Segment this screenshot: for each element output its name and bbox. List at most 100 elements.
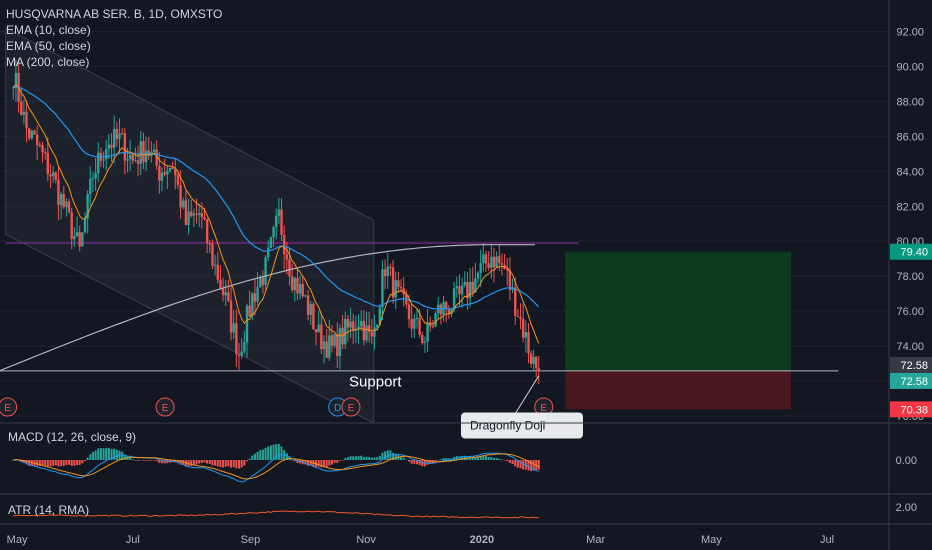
price-tick-label: 86.00 [896,131,924,143]
macd-histogram-bar [99,448,102,460]
candle-body [537,368,540,371]
candle-body [383,269,387,277]
long-position-target-zone[interactable] [565,251,792,371]
candle-body [301,284,304,297]
candle-body [484,254,488,264]
candle-body [386,266,389,277]
candle-body [479,262,482,273]
candle-body [28,128,31,139]
macd-histogram-bar [12,460,15,461]
candle-body [325,341,328,358]
candle-body [251,293,254,317]
macd-histogram-bar [362,456,365,460]
candle-body [30,130,34,139]
candle-body [306,295,310,315]
macd-histogram-bar [60,460,63,466]
candle-body [91,178,95,180]
candle-body [62,194,65,208]
candle-body [535,356,538,369]
study-ma200[interactable]: MA (200, close) [6,55,90,69]
candle-body [25,111,28,129]
candle-body [373,327,376,337]
macd-histogram-bar [442,458,445,460]
candle-body [506,268,509,271]
macd-histogram-bar [402,457,405,460]
macd-histogram-bar [434,460,437,462]
candle-body [338,327,342,356]
candle-body [410,318,413,329]
support-annotation[interactable]: Support [349,373,402,390]
indicator-panes [0,422,932,495]
macd-legend[interactable]: MACD (12, 26, close, 9) [8,430,137,444]
macd-histogram-bar [261,449,264,460]
candle-body [134,160,137,162]
time-tick-label: 2020 [470,534,494,546]
study-ema10[interactable]: EMA (10, close) [6,23,91,37]
macd-histogram-bar [113,448,116,460]
candle-body [413,318,416,329]
time-tick-label: Jul [820,534,834,546]
target-price-tag [890,243,932,260]
candle-body [322,341,326,350]
macd-histogram-bar [508,460,511,464]
price-tick-label: 76.00 [896,306,924,318]
candle-body [529,353,533,364]
macd-histogram-bar [485,456,488,460]
macd-histogram-bar [381,452,384,460]
atr-tick-label: 2.00 [896,502,917,514]
macd-histogram-bar [139,459,142,461]
candle-body [399,287,403,289]
candle-body [304,295,307,297]
macd-histogram-bar [309,460,312,466]
dragonfly-doji-callout[interactable]: Dragonfly Doji [460,375,583,439]
macd-histogram-bar [368,457,371,460]
candle-body [521,319,525,338]
candle-body [22,111,26,116]
macd-histogram-bar [376,457,379,460]
macd-histogram-bar [346,457,349,460]
macd-histogram-bar [219,460,222,468]
candle-body [75,232,79,236]
macd-histogram-bar [360,455,363,460]
macd-histogram-bar [153,460,156,461]
long-position-stop-zone[interactable] [565,370,792,410]
macd-histogram-bar [176,460,179,463]
macd-histogram-bar [490,457,493,460]
candle-body [166,170,169,175]
macd-histogram-bar [81,460,84,464]
candle-body [195,213,198,215]
candle-body [269,237,273,248]
candle-body [110,144,113,148]
candle-body [235,323,238,355]
time-axis[interactable]: May Jul Sep Nov 2020 Mar May Jul [0,523,932,546]
study-ema50[interactable]: EMA (50, close) [6,39,91,53]
candle-body [421,334,424,344]
candle-body [498,256,501,263]
candle-body [426,322,429,342]
macd-histogram-bar [36,460,39,466]
candle-body [205,219,209,244]
macd-histogram-bar [214,460,217,466]
macd-histogram-bar [511,460,514,464]
macd-histogram-bar [317,460,320,467]
candle-body [490,256,493,268]
macd-histogram-bar [224,460,227,467]
earnings-marker [0,397,18,417]
macd-histogram-bar [179,460,182,465]
atr-legend[interactable]: ATR (14, RMA) [8,503,90,517]
symbol-title[interactable]: HUSQVARNA AB SER. B, 1D, OMXSTO [6,7,223,21]
macd-histogram-bar [105,448,108,460]
macd-histogram-bar [161,460,164,464]
candle-body [190,211,193,216]
candle-body [516,315,520,317]
macd-histogram-bar [52,460,55,466]
macd-histogram-bar [267,446,270,460]
macd-histogram-bar [86,457,89,460]
macd-histogram-bar [304,460,307,465]
macd-histogram-bar [269,445,272,460]
candle-body [450,309,453,314]
candle-body [500,262,504,265]
marker-letter: E [540,403,547,414]
candle-body [447,309,451,314]
